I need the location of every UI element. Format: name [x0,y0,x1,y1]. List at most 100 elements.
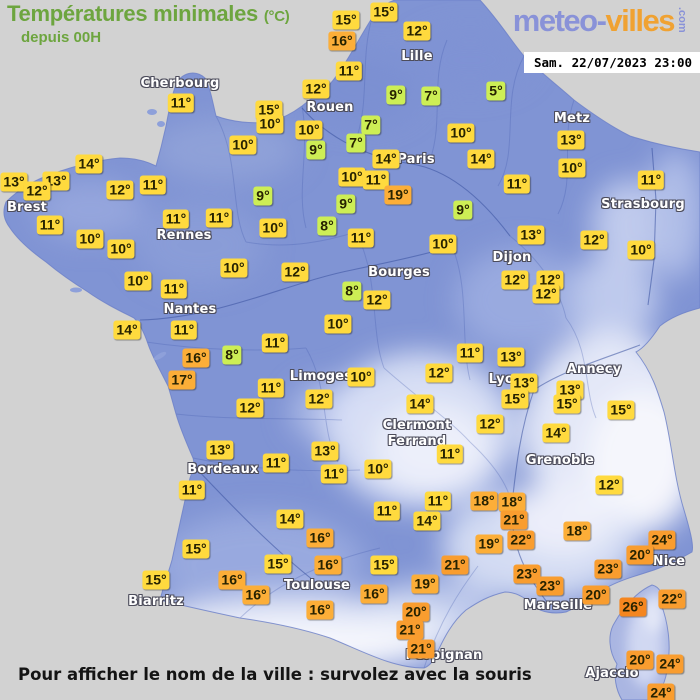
temp-badge[interactable]: 9° [453,200,473,220]
temp-badge[interactable]: 10° [220,258,248,278]
temp-badge[interactable]: 12° [363,290,391,310]
temp-badge[interactable]: 10° [256,114,284,134]
temp-badge[interactable]: 12° [501,270,529,290]
temp-badge[interactable]: 20° [402,602,430,622]
temp-badge[interactable]: 12° [403,21,431,41]
temp-badge[interactable]: 11° [373,501,401,521]
temp-badge[interactable]: 15° [264,554,292,574]
temp-badge[interactable]: 10° [259,218,287,238]
temp-badge[interactable]: 9° [306,140,326,160]
temp-badge[interactable]: 7° [346,133,366,153]
temp-badge[interactable]: 15° [370,2,398,22]
temp-badge[interactable]: 5° [486,81,506,101]
temp-badge[interactable]: 12° [305,389,333,409]
temp-badge[interactable]: 12° [532,284,560,304]
temp-badge[interactable]: 12° [476,414,504,434]
temp-badge[interactable]: 11° [170,320,198,340]
temp-badge[interactable]: 14° [113,320,141,340]
temp-badge[interactable]: 13° [311,441,339,461]
temp-badge[interactable]: 16° [218,570,246,590]
temp-badge[interactable]: 15° [607,400,635,420]
temp-badge[interactable]: 16° [328,31,356,51]
temp-badge[interactable]: 13° [510,373,538,393]
temp-badge[interactable]: 13° [497,347,525,367]
temp-badge[interactable]: 19° [475,534,503,554]
temp-badge[interactable]: 11° [335,61,363,81]
temp-badge[interactable]: 17° [168,370,196,390]
temp-badge[interactable]: 18° [498,492,526,512]
temp-badge[interactable]: 16° [242,585,270,605]
temp-badge[interactable]: 14° [413,511,441,531]
temp-badge[interactable]: 14° [372,149,400,169]
temp-badge[interactable]: 11° [139,175,167,195]
temp-badge[interactable]: 11° [456,343,484,363]
temp-badge[interactable]: 14° [467,149,495,169]
temp-badge[interactable]: 11° [178,480,206,500]
temp-badge[interactable]: 12° [281,262,309,282]
temp-badge[interactable]: 26° [619,597,647,617]
temp-badge[interactable]: 11° [362,170,390,190]
temp-badge[interactable]: 8° [317,216,337,236]
temp-badge[interactable]: 9° [253,186,273,206]
temp-badge[interactable]: 22° [658,589,686,609]
temp-badge[interactable]: 15° [332,10,360,30]
temp-badge[interactable]: 13° [206,440,234,460]
temp-badge[interactable]: 21° [396,620,424,640]
temp-badge[interactable]: 13° [0,172,28,192]
temp-badge[interactable]: 13° [517,225,545,245]
temp-badge[interactable]: 14° [406,394,434,414]
temp-badge[interactable]: 24° [647,683,675,700]
temp-badge[interactable]: 12° [23,181,51,201]
temp-badge[interactable]: 23° [513,564,541,584]
temp-badge[interactable]: 11° [637,170,665,190]
temp-badge[interactable]: 22° [507,530,535,550]
temp-badge[interactable]: 16° [182,348,210,368]
temp-badge[interactable]: 11° [162,209,190,229]
temp-badge[interactable]: 11° [436,444,464,464]
temp-badge[interactable]: 7° [361,115,381,135]
temp-badge[interactable]: 10° [347,367,375,387]
temp-badge[interactable]: 11° [160,279,188,299]
temp-badge[interactable]: 21° [500,510,528,530]
temp-badge[interactable]: 11° [36,215,64,235]
temp-badge[interactable]: 8° [342,281,362,301]
temp-badge[interactable]: 21° [407,639,435,659]
temp-badge[interactable]: 19° [384,185,412,205]
temp-badge[interactable]: 10° [124,271,152,291]
temp-badge[interactable]: 11° [205,208,233,228]
temp-badge[interactable]: 16° [306,528,334,548]
temp-badge[interactable]: 10° [107,239,135,259]
temp-badge[interactable]: 16° [314,555,342,575]
temp-badge[interactable]: 11° [320,464,348,484]
temp-badge[interactable]: 12° [302,79,330,99]
temp-badge[interactable]: 19° [411,574,439,594]
temp-badge[interactable]: 15° [501,389,529,409]
temp-badge[interactable]: 12° [580,230,608,250]
temp-badge[interactable]: 8° [222,345,242,365]
temp-badge[interactable]: 15° [370,555,398,575]
temp-badge[interactable]: 23° [536,576,564,596]
temp-badge[interactable]: 24° [648,530,676,550]
temp-badge[interactable]: 7° [421,86,441,106]
temp-badge[interactable]: 18° [470,491,498,511]
temp-badge[interactable]: 24° [656,654,684,674]
temp-badge[interactable]: 16° [306,600,334,620]
temp-badge[interactable]: 10° [338,167,366,187]
temp-badge[interactable]: 12° [236,398,264,418]
temp-badge[interactable]: 10° [76,229,104,249]
temp-badge[interactable]: 18° [563,521,591,541]
temp-badge[interactable]: 12° [106,180,134,200]
temp-badge[interactable]: 10° [295,120,323,140]
temp-badge[interactable]: 15° [553,394,581,414]
temp-badge[interactable]: 11° [262,453,290,473]
temp-badge[interactable]: 10° [364,459,392,479]
temp-badge[interactable]: 14° [276,509,304,529]
temp-badge[interactable]: 14° [542,423,570,443]
temp-badge[interactable]: 11° [503,174,531,194]
temp-badge[interactable]: 23° [594,559,622,579]
temp-badge[interactable]: 13° [42,171,70,191]
temp-badge[interactable]: 10° [429,234,457,254]
temp-badge[interactable]: 13° [557,130,585,150]
temp-badge[interactable]: 15° [142,570,170,590]
temp-badge[interactable]: 10° [324,314,352,334]
